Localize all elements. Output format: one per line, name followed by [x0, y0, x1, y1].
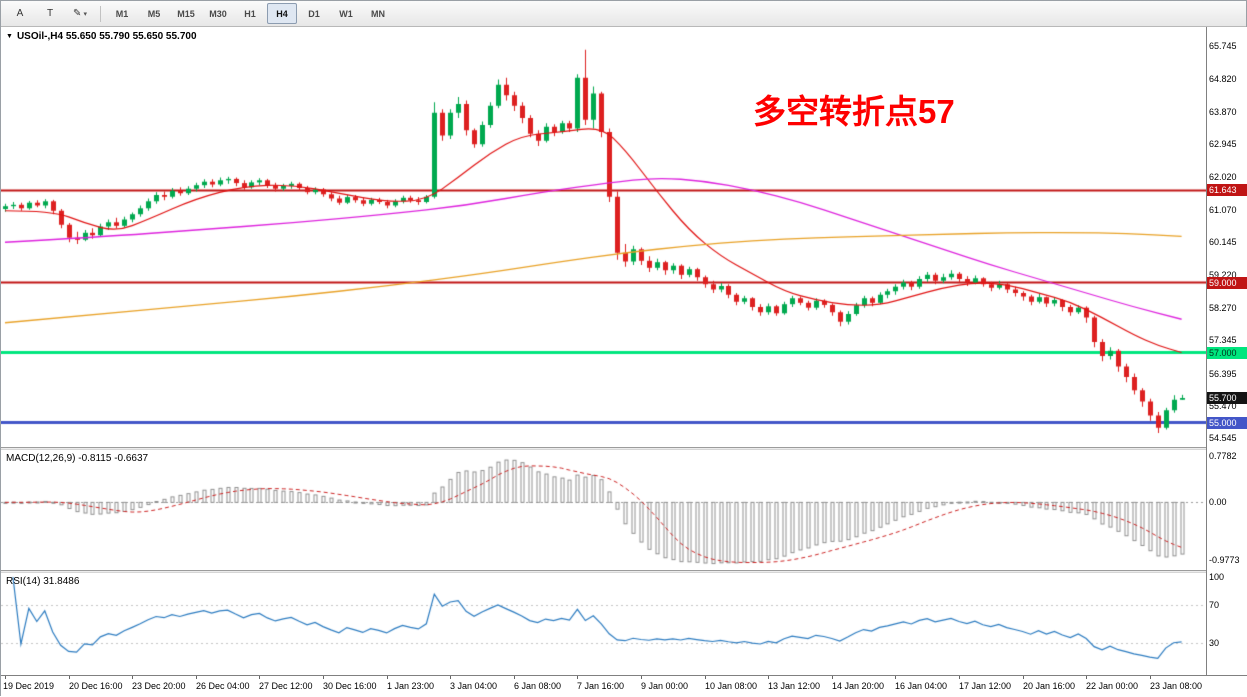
pane-divider[interactable]: [1, 447, 1206, 450]
time-axis-label: 6 Jan 08:00: [514, 681, 562, 691]
macd-canvas[interactable]: [1, 450, 1206, 570]
price-badge-55.000: 55.000: [1207, 416, 1247, 429]
time-tick-mark: [259, 676, 260, 679]
price-badge-55.700: 55.700: [1207, 392, 1247, 404]
time-axis-label: 17 Jan 12:00: [959, 681, 1012, 691]
time-axis-label: 14 Jan 20:00: [832, 681, 885, 691]
timeframe-mn[interactable]: MN: [371, 8, 385, 19]
time-tick-mark: [577, 676, 578, 679]
price-tick-label: 59.220: [1209, 269, 1237, 280]
time-axis-label: 20 Dec 16:00: [69, 681, 123, 691]
price-tick-label: 62.020: [1209, 171, 1237, 182]
price-tick-label: 58.270: [1209, 303, 1237, 314]
cursor-tool-button[interactable]: A: [16, 8, 24, 19]
time-axis-label: 1 Jan 23:00: [387, 681, 435, 691]
rsi-tick-label: 70: [1209, 600, 1220, 611]
price-tick-label: 64.820: [1209, 73, 1237, 84]
time-axis-label: 26 Dec 04:00: [196, 681, 250, 691]
price-axis[interactable]: 65.745 64.820 63.870 62.945 62.020 61.070 60.1…: [1206, 27, 1247, 675]
price-tick-label: 65.745: [1209, 41, 1237, 52]
time-axis-label: 22 Jan 00:00: [1086, 681, 1139, 691]
time-axis-label: 13 Jan 12:00: [768, 681, 821, 691]
time-tick-mark: [450, 676, 451, 679]
time-tick-mark: [1023, 676, 1024, 679]
macd-title: MACD(12,26,9) -0.8115 -0.6637: [6, 453, 149, 464]
rsi-title: RSI(14) 31.8486: [6, 576, 80, 587]
price-badge-57.000: 57.000: [1207, 346, 1247, 359]
toolbar-separator: [100, 5, 101, 22]
time-tick-mark: [323, 676, 324, 679]
time-axis-label: 10 Jan 08:00: [705, 681, 758, 691]
macd-tick-label: -0.9773: [1209, 555, 1240, 566]
time-axis-label: 20 Jan 16:00: [1023, 681, 1076, 691]
price-tick-label: 55.470: [1209, 401, 1237, 412]
time-tick-mark: [641, 676, 642, 679]
time-tick-mark: [705, 676, 706, 679]
time-axis-label: 23 Jan 08:00: [1150, 681, 1203, 691]
timeframe-w1[interactable]: W1: [339, 8, 353, 19]
chart-toolbar: A T ✎ ▾ M1 M5 M15 M30 H1 H4 D1 W1 MN: [1, 1, 1246, 27]
time-tick-mark: [5, 676, 6, 679]
time-tick-mark: [69, 676, 70, 679]
time-tick-mark: [895, 676, 896, 679]
time-axis-label: 16 Jan 04:00: [895, 681, 948, 691]
timeframe-d1[interactable]: D1: [308, 8, 320, 19]
timeframe-m5[interactable]: M5: [147, 8, 161, 19]
time-axis-label: 7 Jan 16:00: [577, 681, 625, 691]
time-tick-mark: [132, 676, 133, 679]
timeframe-h4[interactable]: H4: [267, 3, 297, 24]
timeframe-m15[interactable]: M15: [177, 8, 195, 19]
rsi-canvas[interactable]: [1, 573, 1206, 675]
macd-tick-label: 0.7782: [1209, 451, 1237, 462]
time-tick-mark: [387, 676, 388, 679]
chart-annotation-text[interactable]: 多空转折点57: [753, 93, 955, 130]
time-tick-mark: [514, 676, 515, 679]
price-badge-59.000: 59.000: [1207, 276, 1247, 289]
collapse-icon[interactable]: ▼: [6, 33, 13, 40]
time-axis-label: 27 Dec 12:00: [259, 681, 313, 691]
price-tick-label: 56.395: [1209, 368, 1237, 379]
price-chart-canvas[interactable]: [1, 27, 1206, 447]
time-tick-mark: [196, 676, 197, 679]
drawing-tools-button[interactable]: ✎ ▾: [73, 8, 87, 19]
timeframe-m1[interactable]: M1: [115, 8, 129, 19]
rsi-tick-label: 30: [1209, 637, 1220, 648]
timeframe-m30[interactable]: M30: [209, 8, 227, 19]
time-axis-label: 19 Dec 2019: [3, 681, 55, 691]
chart-title-text: USOil-,H4 55.650 55.790 55.650 55.700: [16, 31, 197, 42]
price-tick-label: 61.070: [1209, 205, 1237, 216]
price-tick-label: 60.145: [1209, 237, 1237, 248]
price-tick-label: 62.945: [1209, 139, 1237, 150]
time-tick-mark: [832, 676, 833, 679]
price-tick-label: 57.345: [1209, 335, 1237, 346]
time-axis[interactable]: 19 Dec 2019 20 Dec 16:00 23 Dec 20:00 26 De…: [1, 675, 1247, 697]
time-axis-label: 30 Dec 16:00: [323, 681, 377, 691]
time-tick-mark: [959, 676, 960, 679]
price-tick-label: 54.545: [1209, 433, 1237, 444]
text-tool-button[interactable]: T: [46, 8, 54, 19]
macd-tick-label: 0.00: [1209, 497, 1227, 508]
price-tick-label: 63.870: [1209, 107, 1237, 118]
time-axis-label: 3 Jan 04:00: [450, 681, 498, 691]
time-tick-mark: [1150, 676, 1151, 679]
price-badge-61.643: 61.643: [1207, 183, 1247, 196]
time-axis-label: 9 Jan 00:00: [641, 681, 689, 691]
time-tick-mark: [768, 676, 769, 679]
chart-title: ▼ USOil-,H4 55.650 55.790 55.650 55.700: [6, 31, 197, 42]
rsi-tick-label: 100: [1209, 572, 1225, 582]
pane-divider[interactable]: [1, 570, 1206, 573]
time-axis-label: 23 Dec 20:00: [132, 681, 186, 691]
time-tick-mark: [1086, 676, 1087, 679]
dropdown-caret-icon: ▾: [83, 10, 87, 18]
timeframe-h1[interactable]: H1: [244, 8, 256, 19]
